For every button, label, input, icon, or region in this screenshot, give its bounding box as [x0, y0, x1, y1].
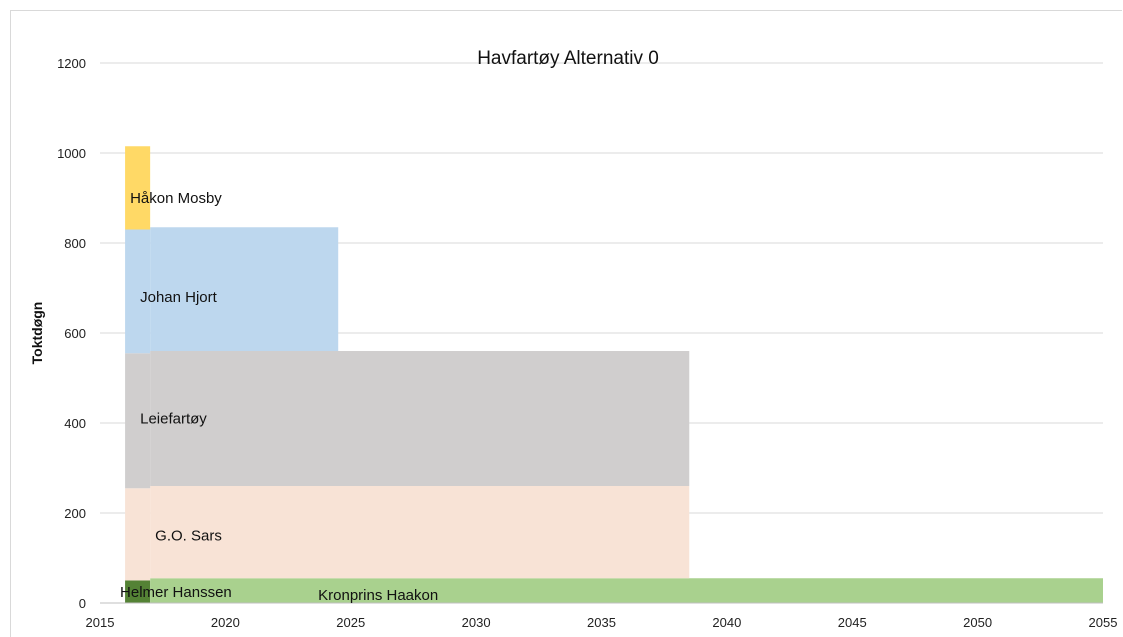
band-label: Johan Hjort [140, 289, 218, 306]
x-tick-label: 2015 [86, 615, 115, 630]
band-segment [150, 578, 1103, 603]
y-tick-label: 1000 [57, 146, 86, 161]
band-label: G.O. Sars [155, 528, 222, 545]
band-segment [150, 227, 339, 351]
band-segment [125, 229, 151, 354]
x-tick-label: 2025 [336, 615, 365, 630]
band-label: Helmer Hanssen [120, 584, 232, 601]
y-tick-label: 0 [79, 596, 86, 611]
band-segment [150, 486, 690, 579]
y-axis-label: Toktdøgn [29, 302, 45, 365]
x-tick-label: 2040 [712, 615, 741, 630]
y-tick-label: 200 [64, 506, 86, 521]
band-segment [125, 146, 151, 230]
y-tick-label: 800 [64, 236, 86, 251]
band-segment [125, 580, 151, 603]
y-tick-label: 1200 [57, 56, 86, 71]
y-tick-label: 400 [64, 416, 86, 431]
band-label: Leiefartøy [140, 411, 207, 428]
x-tick-label: 2020 [211, 615, 240, 630]
x-tick-label: 2035 [587, 615, 616, 630]
band-label: Kronprins Haakon [318, 587, 438, 604]
band-segment [125, 488, 151, 581]
band-segment [150, 351, 690, 486]
x-tick-label: 2030 [462, 615, 491, 630]
chart-title: Havfartøy Alternativ 0 [477, 48, 659, 69]
y-tick-label: 600 [64, 326, 86, 341]
x-tick-label: 2050 [963, 615, 992, 630]
x-tick-label: 2045 [838, 615, 867, 630]
x-tick-label: 2055 [1089, 615, 1118, 630]
band-label: Håkon Mosby [130, 190, 222, 207]
chart-frame [10, 10, 1122, 637]
band-segment [125, 353, 151, 489]
